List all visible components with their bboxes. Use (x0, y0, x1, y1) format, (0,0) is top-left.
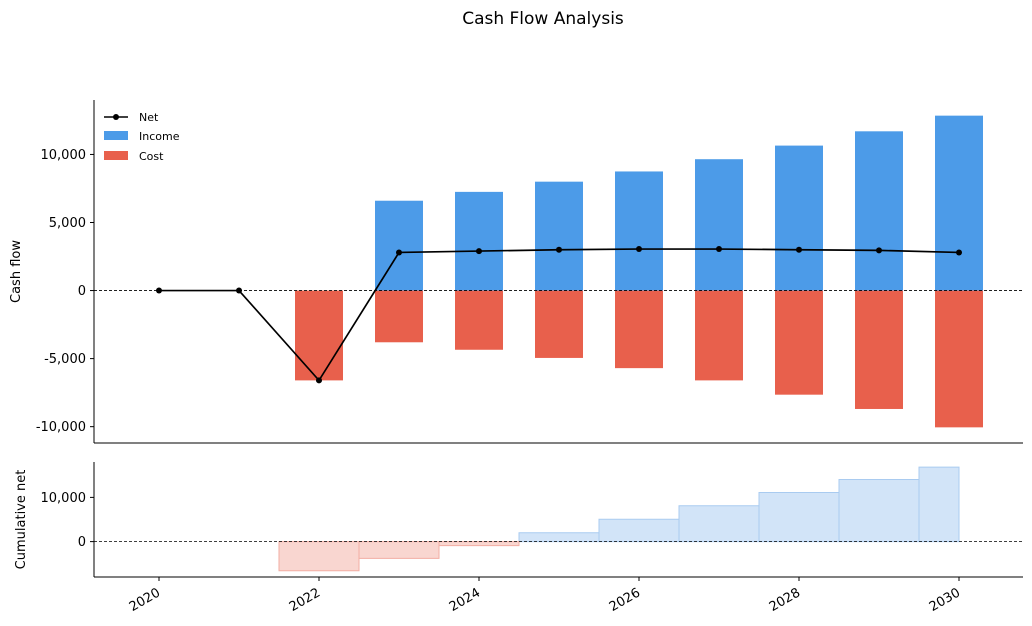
chart-title: Cash Flow Analysis (462, 9, 624, 29)
legend-net-marker (113, 114, 119, 120)
cost-bar (855, 290, 903, 409)
net-point (156, 287, 162, 294)
bottom-y-ticks: 0 10,000 (41, 491, 94, 550)
net-point (236, 287, 242, 294)
net-line-series (156, 246, 962, 384)
net-point (636, 246, 642, 253)
legend-cost-label: Cost (139, 150, 164, 163)
income-bar (375, 200, 423, 291)
bottom-x-ticks: 2020 2022 2024 2026 2028 2030 (127, 577, 963, 615)
net-point (316, 377, 322, 384)
cash-flow-bars (295, 115, 983, 428)
x-tick-label: 2020 (127, 585, 163, 615)
net-point (876, 247, 882, 254)
x-tick-label: 2024 (447, 585, 483, 615)
income-bar (535, 181, 583, 291)
legend-net-label: Net (139, 111, 159, 124)
cost-bar (375, 290, 423, 343)
cost-bar (935, 290, 983, 428)
income-bar (935, 115, 983, 291)
x-tick-label: 2022 (287, 585, 323, 615)
top-y-tick-label: -10,000 (36, 420, 86, 435)
income-bar (855, 131, 903, 291)
cost-bar (775, 290, 823, 395)
legend-income-swatch (104, 131, 128, 140)
income-bar (615, 171, 663, 291)
cost-bar (295, 290, 343, 381)
top-y-tick-label: 5,000 (49, 216, 86, 231)
net-point (556, 246, 562, 253)
cumulative-negative-area (278, 541, 520, 572)
x-tick-label: 2026 (607, 585, 643, 615)
legend: Net Income Cost (104, 111, 180, 163)
cumulative-positive-area (518, 466, 960, 543)
income-bar (695, 159, 743, 291)
top-y-ticks: -10,000 -5,000 0 5,000 10,000 (36, 148, 94, 435)
top-y-tick-label: -5,000 (44, 352, 86, 367)
net-point (716, 246, 722, 253)
net-point (396, 249, 402, 256)
bottom-y-tick-label: 0 (78, 535, 86, 550)
top-y-axis-label: Cash flow (9, 240, 24, 303)
bottom-y-tick-label: 10,000 (41, 491, 87, 506)
income-bar (775, 145, 823, 291)
cost-bar (455, 290, 503, 350)
x-tick-label: 2028 (767, 585, 803, 615)
bottom-y-axis-label: Cumulative net (14, 470, 29, 570)
net-point (796, 246, 802, 253)
cost-bar (535, 290, 583, 358)
net-point (956, 249, 962, 256)
legend-cost-swatch (104, 151, 128, 160)
top-y-tick-label: 0 (78, 284, 86, 299)
cumulative-net-panel: 0 10,000 2020 2022 2024 2026 2028 2030 Cumulat… (14, 462, 1023, 615)
income-bar (455, 191, 503, 291)
top-y-tick-label: 10,000 (41, 148, 87, 163)
cash-flow-panel: -10,000 -5,000 0 5,000 10,000 Cash flow Net … (9, 100, 1023, 444)
legend-income-label: Income (139, 130, 180, 143)
net-point (476, 248, 482, 255)
cost-bar (615, 290, 663, 369)
cost-bar (695, 290, 743, 381)
x-tick-label: 2030 (927, 585, 963, 615)
